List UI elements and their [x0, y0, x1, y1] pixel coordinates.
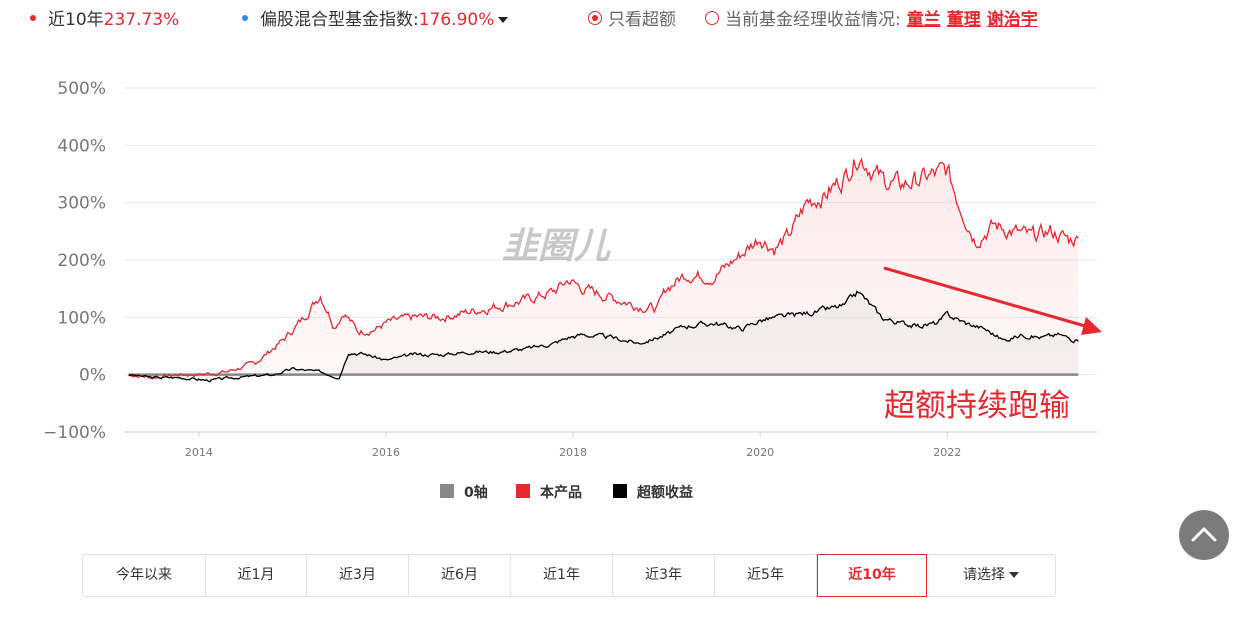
- x-tick-label: 2018: [559, 446, 587, 459]
- watermark-text: 韭圈儿: [502, 226, 612, 267]
- y-axis: 500% 400% 300% 200% 100% 0% −100%: [43, 79, 106, 443]
- range-select-caret-icon: [1009, 572, 1019, 578]
- y-tick-label: 400%: [57, 136, 106, 156]
- range-tab-10y[interactable]: 近10年: [817, 554, 927, 597]
- product-area-fill: [128, 159, 1079, 379]
- x-axis: 2014 2016 2018 2020 2022: [185, 432, 961, 459]
- range-tab-3y[interactable]: 近3年: [613, 555, 715, 596]
- legend-label-zero-axis: 0轴: [464, 485, 488, 501]
- manager-toggle[interactable]: 当前基金经理收益情况: 童兰 董理 谢治宇: [705, 5, 1038, 30]
- excess-only-label: 只看超额: [608, 10, 676, 30]
- legend-item-excess[interactable]: 超额收益: [613, 482, 693, 502]
- manager-radio-icon[interactable]: [705, 11, 719, 25]
- manager-link-3[interactable]: 谢治宇: [986, 10, 1038, 30]
- top-summary-bar: 近10年237.73% 偏股混合型基金指数:176.90% 只看超额 当前基金经…: [0, 0, 1239, 34]
- y-tick-label: 0%: [79, 366, 106, 386]
- legend-item-zero-axis[interactable]: 0轴: [440, 482, 488, 502]
- range-tab-3m[interactable]: 近3月: [307, 555, 409, 596]
- range-tab-ytd[interactable]: 今年以来: [83, 555, 206, 596]
- y-tick-label: 100%: [57, 308, 106, 328]
- index-dot-icon: [242, 15, 248, 21]
- legend-label-product: 本产品: [540, 485, 582, 501]
- excess-only-radio-icon[interactable]: [588, 11, 602, 25]
- annotation-text: 超额持续跑输: [884, 388, 1070, 424]
- legend-label-excess: 超额收益: [637, 485, 693, 501]
- chevron-up-icon: [1191, 527, 1217, 542]
- product-label: 近10年: [48, 10, 104, 30]
- range-tab-6m[interactable]: 近6月: [409, 555, 511, 596]
- range-select-label: 请选择: [963, 567, 1005, 583]
- range-tab-1m[interactable]: 近1月: [206, 555, 307, 596]
- range-tab-select[interactable]: 请选择: [927, 555, 1055, 596]
- x-tick-label: 2014: [185, 446, 213, 459]
- legend-swatch-zero-axis: [440, 484, 454, 498]
- product-line: [128, 157, 1079, 380]
- y-tick-label: 500%: [57, 79, 106, 99]
- y-tick-label: −100%: [43, 423, 106, 443]
- range-tab-1y[interactable]: 近1年: [511, 555, 613, 596]
- index-label: 偏股混合型基金指数:: [260, 10, 419, 30]
- legend-swatch-product: [516, 484, 530, 498]
- x-tick-label: 2020: [746, 446, 774, 459]
- trend-arrow-head: [1081, 317, 1102, 335]
- legend-item-product[interactable]: 本产品: [516, 482, 582, 502]
- x-tick-label: 2022: [933, 446, 961, 459]
- index-value: 176.90%: [418, 10, 495, 30]
- legend-swatch-excess: [613, 484, 627, 498]
- product-value: 237.73%: [103, 10, 180, 30]
- manager-label: 当前基金经理收益情况:: [725, 10, 901, 30]
- excess-line: [128, 290, 1079, 383]
- manager-link-1[interactable]: 童兰: [906, 10, 941, 30]
- range-tab-5y[interactable]: 近5年: [715, 555, 817, 596]
- performance-chart: 500% 400% 300% 200% 100% 0% −100% 2014 2016 2018…: [43, 79, 1102, 459]
- excess-only-toggle[interactable]: 只看超额: [588, 5, 676, 30]
- y-tick-label: 200%: [57, 251, 106, 271]
- scroll-to-top-button[interactable]: [1179, 510, 1229, 560]
- product-dot-icon: [30, 15, 36, 21]
- range-selector: 今年以来 近1月 近3月 近6月 近1年 近3年 近5年 近10年 请选择: [82, 554, 1056, 597]
- index-summary[interactable]: 偏股混合型基金指数:176.90%: [242, 5, 509, 30]
- index-dropdown-caret-icon[interactable]: [498, 17, 509, 23]
- manager-link-2[interactable]: 董理: [946, 10, 981, 30]
- excess-area-fill: [128, 291, 1079, 382]
- trend-arrow-line: [883, 266, 1086, 328]
- x-tick-label: 2016: [372, 446, 400, 459]
- y-tick-label: 300%: [57, 194, 106, 214]
- product-summary: 近10年237.73%: [30, 5, 179, 30]
